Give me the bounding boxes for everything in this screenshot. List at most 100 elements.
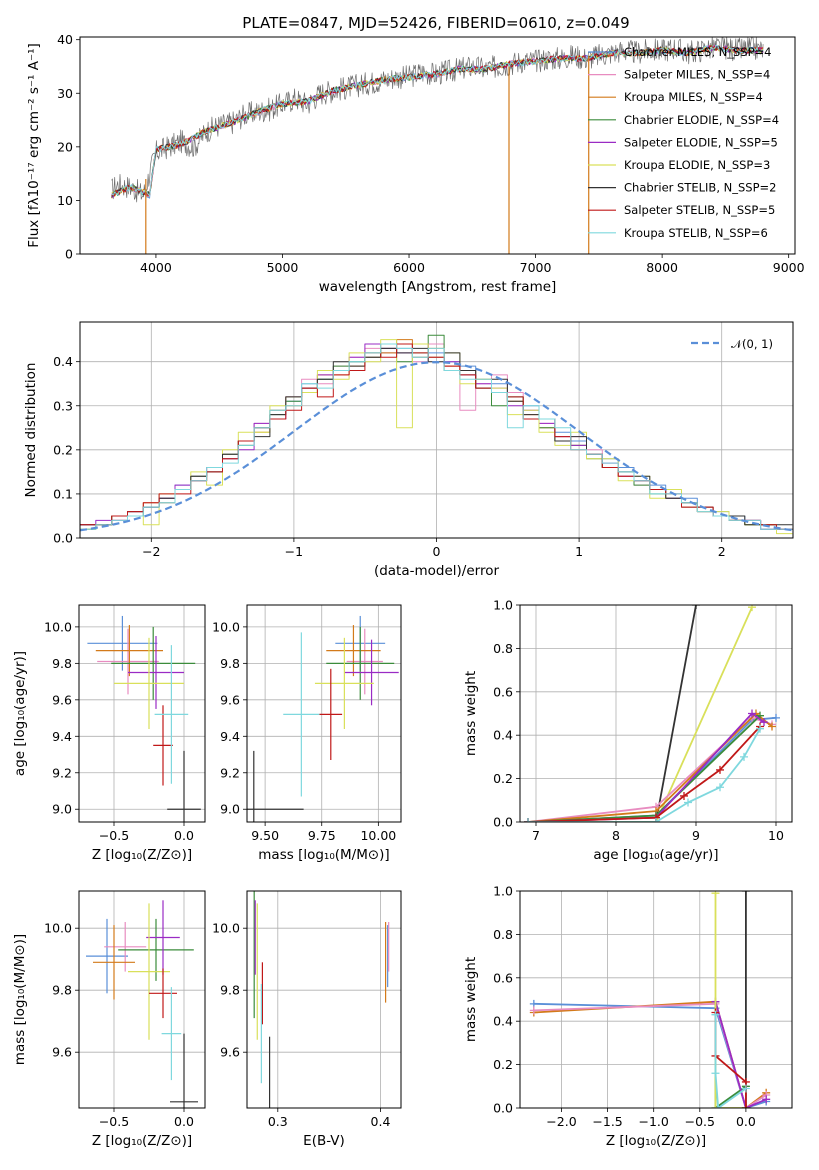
x-tick-label: 8 — [612, 828, 620, 843]
y-tick-label: 0.6 — [493, 970, 513, 985]
data-point — [716, 765, 724, 774]
axes-frame — [78, 604, 206, 823]
x-tick-label: 6000 — [393, 260, 425, 275]
x-tick-label: −0.5 — [99, 1114, 129, 1129]
chart-1: 4000 5000 6000 7000 8000 9000 0 10 20 30 40 wavelen… — [26, 32, 805, 295]
data-point — [762, 1095, 771, 1104]
x-axis-label: (data-model)/error — [374, 563, 500, 579]
y-tick-label: 0.4 — [493, 1014, 513, 1029]
legend-label: Kroupa MILES, N_SSP=4 — [624, 90, 763, 104]
chart-4: 9.50 9.75 10.00 9.0 9.2 9.4 9.6 9.8 10.0 mass [lo… — [212, 604, 402, 863]
y-axis-label: age [log₁₀(age/yr)] — [12, 651, 28, 776]
y-tick-label: 9.8 — [52, 656, 72, 671]
axes-frame — [78, 890, 206, 1109]
x-tick-label: 1 — [575, 544, 583, 559]
x-axis-label: Z [log₁₀(Z/Z⊙)] — [92, 1133, 192, 1149]
legend-label: Chabrier ELODIE, N_SSP=4 — [624, 113, 779, 127]
axes-frame — [519, 890, 793, 1109]
axes-frame — [79, 36, 796, 255]
x-tick-label: 4000 — [140, 260, 172, 275]
mass-weight-line — [714, 893, 746, 1108]
y-tick-label: 9.6 — [52, 692, 72, 707]
x-tick-label: 9.75 — [308, 828, 336, 843]
legend-label: Chabrier STELIB, N_SSP=2 — [624, 181, 776, 195]
y-tick-label: 0.0 — [493, 815, 513, 830]
x-axis-label: Z [log₁₀(Z/Z⊙)] — [606, 1133, 706, 1149]
x-tick-label: 9.50 — [251, 828, 279, 843]
x-tick-label: 10 — [768, 828, 784, 843]
data-point — [716, 783, 724, 792]
y-axis-label: mass weight — [463, 671, 479, 756]
y-tick-label: 0.2 — [493, 1057, 513, 1072]
y-tick-label: 9.8 — [220, 983, 240, 998]
data-point — [711, 891, 720, 898]
y-tick-label: 9.6 — [52, 1045, 72, 1060]
mass-weight-line — [528, 605, 697, 822]
data-point — [772, 713, 780, 722]
mass-weight-line — [527, 715, 761, 822]
y-tick-label: 0.0 — [493, 1101, 513, 1116]
data-point — [741, 1104, 750, 1108]
x-tick-label: 5000 — [267, 260, 299, 275]
y-tick-label: 10.0 — [212, 619, 240, 634]
data-point — [684, 798, 692, 807]
x-tick-label: −1.5 — [592, 1114, 622, 1129]
axes-frame — [246, 604, 402, 823]
y-axis-label: Flux [fλ10⁻¹⁷ erg cm⁻² s⁻¹ A⁻¹] — [26, 43, 42, 248]
x-tick-label: 10.00 — [360, 828, 396, 843]
legend-label: 𝒩(0, 1) — [731, 337, 773, 351]
y-tick-label: 0.2 — [493, 771, 513, 786]
plot-area — [87, 615, 201, 822]
x-tick-label: −2 — [142, 544, 160, 559]
y-tick-label: 10 — [57, 193, 73, 208]
data-point — [748, 605, 756, 612]
data-point — [756, 724, 764, 733]
x-axis-label: Z [log₁₀(Z/Z⊙)] — [92, 847, 192, 863]
x-tick-label: −0.5 — [685, 1114, 715, 1129]
data-point — [760, 718, 768, 727]
y-tick-label: 9.2 — [52, 765, 72, 780]
x-tick-label: 0.0 — [174, 828, 194, 843]
y-tick-label: 1.0 — [493, 884, 513, 899]
x-tick-label: −0.5 — [99, 828, 129, 843]
y-tick-label: 0.2 — [53, 442, 73, 457]
legend-label: Chabrier MILES, N_SSP=4 — [624, 45, 771, 59]
mass-weight-line — [528, 606, 753, 822]
chart-7: 0.3 0.4 9.6 9.8 10.0 E(B-V) — [212, 890, 402, 1149]
y-tick-label: 9.0 — [220, 802, 240, 817]
x-tick-label: 7 — [532, 828, 540, 843]
y-axis-label: mass [log₁₀(M/M⊙)] — [12, 934, 28, 1065]
y-tick-label: 40 — [57, 32, 73, 47]
x-tick-label: 9 — [692, 828, 700, 843]
y-tick-label: 10.0 — [44, 921, 72, 936]
y-tick-label: 10.0 — [44, 619, 72, 634]
x-axis-label: wavelength [Angstrom, rest frame] — [319, 279, 557, 295]
x-tick-label: 0.0 — [174, 1114, 194, 1129]
y-tick-label: 1.0 — [493, 598, 513, 613]
data-point — [741, 891, 750, 895]
mass-weight-line — [714, 1014, 747, 1108]
y-tick-label: 0.6 — [493, 684, 513, 699]
y-tick-label: 0.0 — [53, 531, 73, 546]
mass-weight-line — [714, 1001, 767, 1108]
data-point — [740, 752, 748, 761]
chart-6: −0.5 0.0 9.6 9.8 10.0 Z [log₁₀(Z/Z⊙)] mass [lo… — [12, 890, 206, 1149]
y-tick-label: 9.6 — [220, 1045, 240, 1060]
data-point — [711, 1104, 720, 1108]
y-tick-label: 9.4 — [220, 729, 240, 744]
axes-frame — [79, 321, 794, 539]
y-tick-label: 30 — [57, 86, 73, 101]
data-point — [680, 791, 688, 800]
x-tick-label: 0.0 — [736, 1114, 756, 1129]
y-tick-label: 10.0 — [212, 921, 240, 936]
chart-2: −2 −1 0 1 2 0.0 0.1 0.2 0.3 0.4 (data-model)/error… — [23, 321, 794, 579]
mass-weight-line — [528, 728, 761, 822]
x-tick-label: −2.0 — [546, 1114, 576, 1129]
data-point — [692, 605, 700, 609]
y-tick-label: 9.4 — [52, 729, 72, 744]
y-tick-label: 9.6 — [220, 692, 240, 707]
legend-label: Salpeter STELIB, N_SSP=5 — [624, 203, 775, 217]
chart-3: −0.5 0.0 9.0 9.2 9.4 9.6 9.8 10.0 Z [log₁₀(Z/Z⊙)… — [12, 604, 206, 863]
gaussian-curve — [80, 361, 793, 532]
